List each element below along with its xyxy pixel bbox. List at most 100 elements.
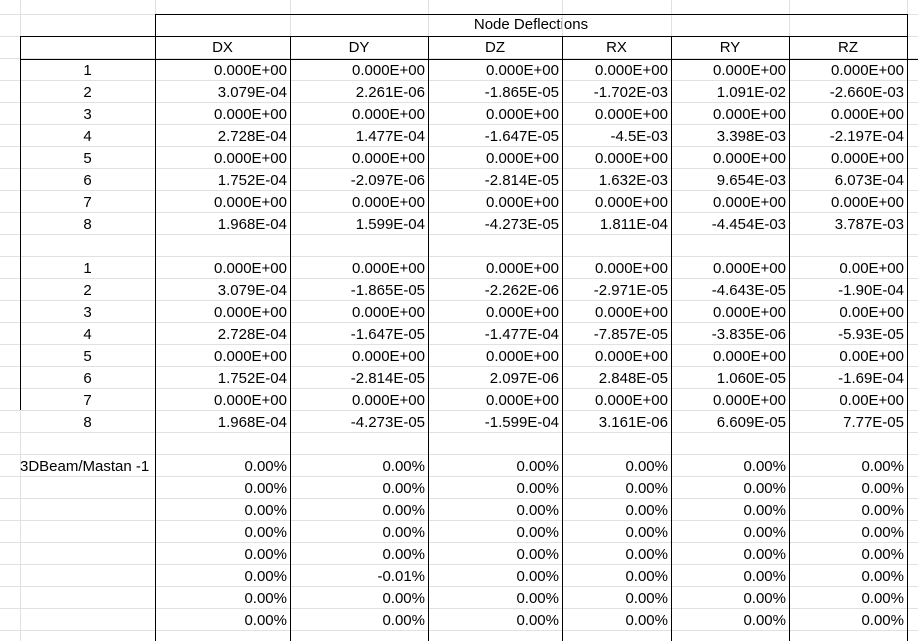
- cell: 0.000E+00: [214, 106, 287, 123]
- cell: -2.262E-06: [484, 282, 559, 299]
- cell: 0.00%: [244, 480, 287, 497]
- cell: 2.097E-06: [489, 370, 559, 387]
- cell: 0.00E+00: [839, 348, 904, 365]
- cell: 1.752E-04: [217, 172, 287, 189]
- cell: 0.000E+00: [214, 62, 287, 79]
- cell: -2.971E-05: [593, 282, 668, 299]
- cell: 3.161E-06: [598, 414, 668, 431]
- cell: 9.654E-03: [716, 172, 786, 189]
- cell: 0.000E+00: [486, 348, 559, 365]
- column-header: RX: [606, 39, 627, 56]
- grid-line: [0, 476, 918, 477]
- cell: 0.000E+00: [713, 150, 786, 167]
- grid-line: [0, 80, 918, 81]
- cell: 0.00%: [625, 480, 668, 497]
- cell: 0.000E+00: [214, 392, 287, 409]
- grid-line: [0, 520, 918, 521]
- column-header: DX: [212, 39, 233, 56]
- node-label: 4: [83, 326, 92, 343]
- cell: -1.599E-04: [484, 414, 559, 431]
- cell: 0.00%: [861, 590, 904, 607]
- cell: 0.00%: [625, 568, 668, 585]
- cell: 0.00%: [861, 480, 904, 497]
- cell: 0.000E+00: [713, 392, 786, 409]
- cell: 0.00%: [244, 524, 287, 541]
- grid-line: [0, 630, 918, 631]
- node-label: 7: [83, 194, 92, 211]
- cell: 0.000E+00: [831, 62, 904, 79]
- cell: 2.261E-06: [355, 84, 425, 101]
- cell: -2.814E-05: [484, 172, 559, 189]
- cell: 0.000E+00: [352, 304, 425, 321]
- cell: -4.454E-03: [711, 216, 786, 233]
- cell: 0.000E+00: [595, 194, 668, 211]
- grid-line: [0, 608, 918, 609]
- cell: 0.00%: [516, 502, 559, 519]
- cell: 0.00%: [743, 458, 786, 475]
- border: [428, 36, 429, 641]
- cell: -4.273E-05: [484, 216, 559, 233]
- node-label: 1: [83, 62, 92, 79]
- cell: 0.000E+00: [595, 392, 668, 409]
- cell: 0.00%: [244, 546, 287, 563]
- cell: -2.660E-03: [829, 84, 904, 101]
- cell: -2.097E-06: [350, 172, 425, 189]
- cell: 2.728E-04: [217, 128, 287, 145]
- grid-line: [0, 498, 918, 499]
- cell: -3.835E-06: [711, 326, 786, 343]
- grid-line: [0, 190, 918, 191]
- cell: 0.00%: [382, 502, 425, 519]
- grid-line: [0, 454, 918, 455]
- cell: 0.00%: [244, 590, 287, 607]
- cell: 0.00%: [244, 568, 287, 585]
- cell: 0.00%: [244, 612, 287, 629]
- node-label: 1: [83, 260, 92, 277]
- cell: 0.000E+00: [352, 392, 425, 409]
- border: [20, 36, 21, 410]
- border: [20, 59, 918, 60]
- cell: 0.000E+00: [595, 348, 668, 365]
- grid-line: [0, 234, 918, 235]
- cell: 0.000E+00: [352, 194, 425, 211]
- cell: 2.728E-04: [217, 326, 287, 343]
- cell: 0.00%: [625, 458, 668, 475]
- border: [562, 36, 563, 641]
- node-label: 2: [83, 84, 92, 101]
- cell: 0.00%: [516, 480, 559, 497]
- cell: 6.073E-04: [834, 172, 904, 189]
- column-header: DZ: [485, 39, 505, 56]
- cell: 0.000E+00: [352, 62, 425, 79]
- cell: 0.00%: [244, 502, 287, 519]
- cell: -1.69E-04: [838, 370, 904, 387]
- grid-line: [0, 586, 918, 587]
- cell: 0.000E+00: [831, 194, 904, 211]
- cell: 0.00%: [382, 546, 425, 563]
- cell: 0.000E+00: [486, 62, 559, 79]
- cell: -1.647E-05: [350, 326, 425, 343]
- cell: -4.643E-05: [711, 282, 786, 299]
- cell: 0.000E+00: [352, 106, 425, 123]
- cell: 0.000E+00: [352, 348, 425, 365]
- cell: -1.477E-04: [484, 326, 559, 343]
- cell: 0.00%: [743, 546, 786, 563]
- cell: 1.968E-04: [217, 216, 287, 233]
- border: [290, 36, 291, 641]
- cell: -1.865E-05: [484, 84, 559, 101]
- border: [155, 14, 908, 15]
- cell: 0.00%: [743, 524, 786, 541]
- cell: 3.079E-04: [217, 282, 287, 299]
- grid-line: [0, 542, 918, 543]
- grid-line: [0, 344, 918, 345]
- cell: 0.000E+00: [352, 150, 425, 167]
- cell: 0.00%: [861, 524, 904, 541]
- grid-line: [0, 388, 918, 389]
- cell: 0.000E+00: [713, 260, 786, 277]
- cell: 2.848E-05: [598, 370, 668, 387]
- node-label: 5: [83, 150, 92, 167]
- cell: -0.01%: [377, 568, 425, 585]
- cell: 1.477E-04: [355, 128, 425, 145]
- cell: 0.00%: [382, 612, 425, 629]
- cell: 0.00%: [861, 612, 904, 629]
- node-label: 6: [83, 370, 92, 387]
- grid-line: [0, 564, 918, 565]
